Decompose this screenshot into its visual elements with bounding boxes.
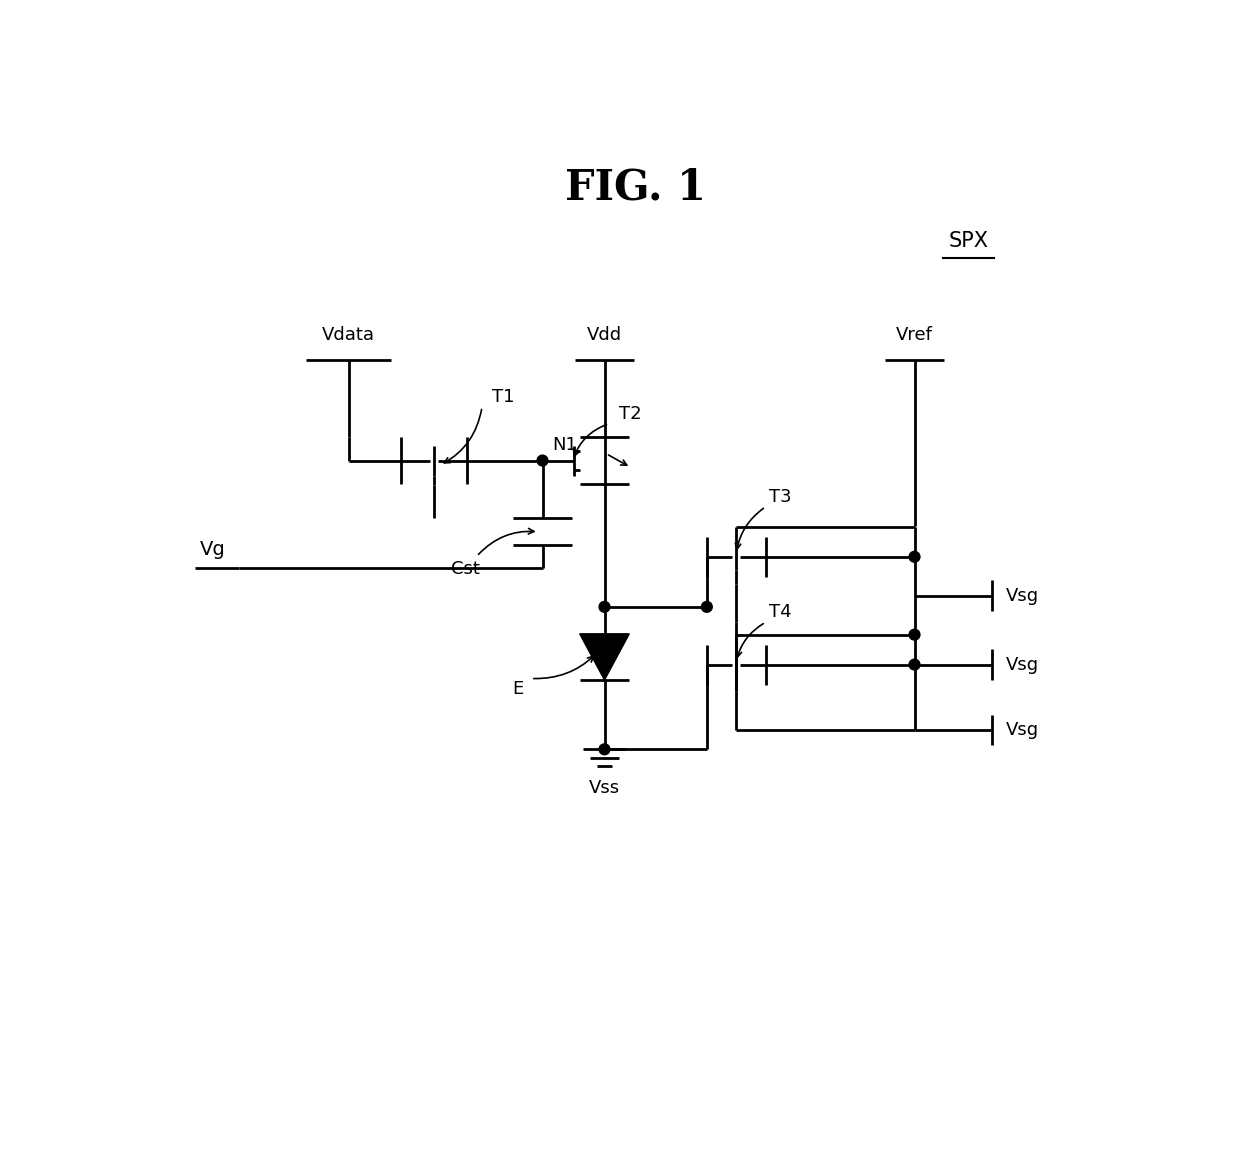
Text: T3: T3 [769, 488, 791, 505]
Text: Vref: Vref [897, 325, 932, 343]
Text: T4: T4 [769, 603, 791, 622]
Text: Vdd: Vdd [587, 325, 622, 343]
Text: Vdata: Vdata [322, 325, 376, 343]
Text: Vg: Vg [200, 539, 226, 558]
Circle shape [909, 551, 920, 562]
Text: Cst: Cst [450, 559, 480, 578]
Text: N1: N1 [552, 436, 577, 455]
Circle shape [599, 744, 610, 754]
Circle shape [909, 659, 920, 670]
Text: Vsg: Vsg [1006, 656, 1039, 673]
Circle shape [537, 455, 548, 466]
Text: SPX: SPX [949, 231, 988, 251]
Text: Vsg: Vsg [1006, 721, 1039, 739]
Circle shape [599, 602, 610, 612]
Text: FIG. 1: FIG. 1 [565, 166, 706, 208]
Circle shape [702, 602, 712, 612]
Circle shape [909, 630, 920, 640]
Text: T2: T2 [619, 405, 642, 423]
Text: T1: T1 [492, 389, 515, 407]
Polygon shape [580, 633, 629, 680]
Text: Vss: Vss [589, 779, 620, 797]
Text: Vsg: Vsg [1006, 586, 1039, 605]
Text: E: E [512, 680, 523, 698]
